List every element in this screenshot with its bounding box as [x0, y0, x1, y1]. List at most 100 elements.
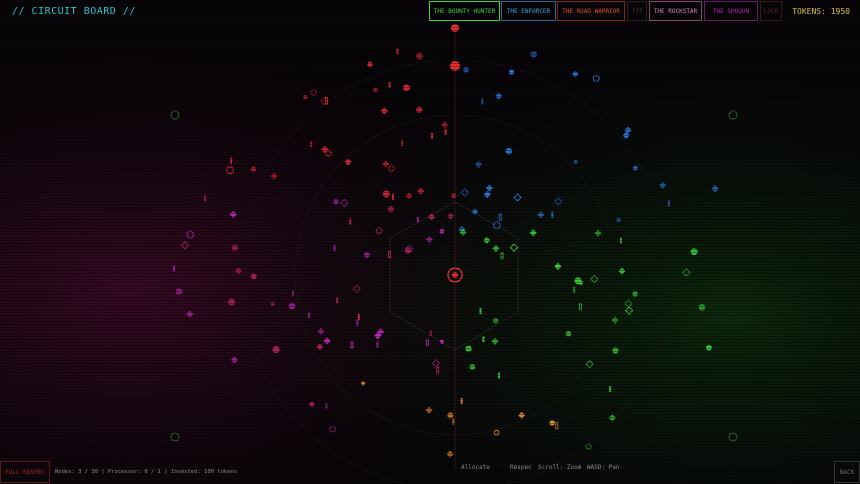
- skill-node[interactable]: [537, 211, 545, 219]
- skill-node[interactable]: [186, 230, 194, 239]
- skill-node[interactable]: [270, 172, 278, 180]
- skill-node[interactable]: [493, 429, 500, 436]
- skill-node[interactable]: [624, 306, 634, 315]
- skill-node[interactable]: [565, 331, 572, 337]
- skill-node[interactable]: [460, 397, 463, 404]
- skill-node[interactable]: [578, 280, 583, 285]
- skill-node[interactable]: [622, 131, 630, 139]
- skill-node[interactable]: [350, 341, 354, 349]
- skill-node[interactable]: [497, 372, 500, 379]
- skill-node[interactable]: [460, 188, 470, 197]
- skill-node[interactable]: [485, 184, 493, 192]
- skill-node[interactable]: [452, 418, 455, 425]
- skill-node[interactable]: [387, 206, 395, 213]
- skill-node[interactable]: [376, 341, 379, 348]
- skill-node[interactable]: [513, 193, 522, 202]
- skill-node[interactable]: [439, 228, 445, 234]
- skill-node[interactable]: [553, 197, 563, 206]
- tab[interactable]: ???: [627, 1, 647, 21]
- skill-node[interactable]: [441, 121, 449, 129]
- skill-node[interactable]: [391, 193, 394, 200]
- skill-node[interactable]: [417, 187, 425, 195]
- skill-node[interactable]: [324, 148, 333, 158]
- skill-node[interactable]: [479, 307, 482, 314]
- skill-node[interactable]: [396, 48, 399, 55]
- skill-node[interactable]: [495, 92, 503, 100]
- skill-node[interactable]: [333, 245, 336, 252]
- skill-node[interactable]: [578, 303, 582, 311]
- skill-node[interactable]: [234, 267, 243, 275]
- skill-node[interactable]: [493, 221, 501, 230]
- skill-node[interactable]: [667, 200, 670, 207]
- skill-node[interactable]: [472, 209, 478, 215]
- skill-node[interactable]: [387, 164, 396, 173]
- skill-node[interactable]: [230, 157, 233, 164]
- skill-node[interactable]: [554, 262, 562, 270]
- skill-node[interactable]: [551, 211, 554, 218]
- skill-node[interactable]: [180, 241, 190, 250]
- skill-node[interactable]: [431, 132, 434, 139]
- skill-node[interactable]: [500, 252, 504, 260]
- skill-node[interactable]: [382, 190, 390, 198]
- skill-node[interactable]: [344, 158, 352, 166]
- skill-node[interactable]: [186, 310, 194, 318]
- back-button[interactable]: BACK: [834, 461, 860, 483]
- skill-node[interactable]: [609, 386, 612, 393]
- skill-node[interactable]: [518, 411, 526, 419]
- skill-node[interactable]: [356, 319, 359, 326]
- skill-node[interactable]: [469, 364, 476, 370]
- skill-node[interactable]: [690, 248, 698, 256]
- skill-node[interactable]: [705, 344, 712, 351]
- skill-node[interactable]: [465, 345, 472, 352]
- skill-node[interactable]: [307, 312, 310, 319]
- skill-node[interactable]: [175, 288, 183, 295]
- skill-node[interactable]: [492, 317, 499, 324]
- skill-node[interactable]: [416, 106, 423, 113]
- skill-node[interactable]: [323, 337, 331, 345]
- skill-node[interactable]: [427, 213, 436, 221]
- skill-node[interactable]: [380, 107, 388, 115]
- skill-node[interactable]: [492, 244, 500, 252]
- skill-node[interactable]: [616, 217, 621, 223]
- tab[interactable]: LOCK: [760, 1, 782, 21]
- skill-node[interactable]: [349, 218, 352, 225]
- skill-node[interactable]: [429, 329, 432, 336]
- skill-node[interactable]: [447, 212, 455, 220]
- skill-node[interactable]: [361, 381, 366, 386]
- skill-node[interactable]: [303, 94, 308, 100]
- skill-node[interactable]: [388, 250, 392, 258]
- skill-node[interactable]: [310, 141, 313, 148]
- skill-node[interactable]: [317, 327, 325, 335]
- skill-node[interactable]: [317, 344, 323, 350]
- skill-node[interactable]: [594, 229, 602, 237]
- skill-node[interactable]: [272, 346, 280, 354]
- skill-node[interactable]: [592, 74, 600, 82]
- skill-node[interactable]: [505, 147, 513, 155]
- skill-node[interactable]: [403, 84, 410, 92]
- skill-node[interactable]: [382, 160, 390, 168]
- skill-node[interactable]: [682, 268, 691, 277]
- skill-node[interactable]: [482, 336, 485, 343]
- skill-node[interactable]: [530, 51, 538, 58]
- skill-node[interactable]: [618, 267, 626, 275]
- skill-node[interactable]: [483, 190, 491, 199]
- skill-node[interactable]: [698, 304, 706, 311]
- skill-node[interactable]: [373, 87, 378, 93]
- skill-node[interactable]: [573, 159, 578, 164]
- skill-node[interactable]: [204, 195, 207, 202]
- skill-node[interactable]: [436, 366, 440, 374]
- skill-node[interactable]: [459, 228, 467, 236]
- skill-node[interactable]: [425, 339, 429, 347]
- skill-node[interactable]: [611, 316, 619, 324]
- skill-node[interactable]: [228, 298, 235, 306]
- skill-node[interactable]: [425, 235, 433, 243]
- skill-node[interactable]: [483, 236, 491, 244]
- skill-node[interactable]: [444, 128, 447, 135]
- skill-node[interactable]: [619, 237, 622, 244]
- skill-node[interactable]: [498, 213, 502, 221]
- skill-node[interactable]: [416, 216, 419, 223]
- skill-node[interactable]: [416, 52, 423, 60]
- tab[interactable]: THE ENFORCER: [501, 1, 556, 21]
- skill-node[interactable]: [404, 247, 412, 254]
- skill-node[interactable]: [475, 160, 483, 168]
